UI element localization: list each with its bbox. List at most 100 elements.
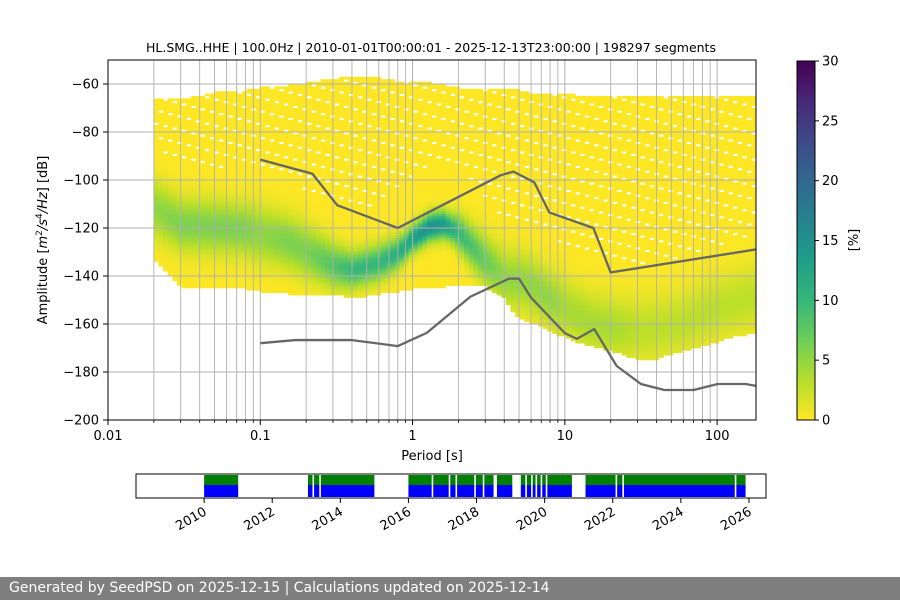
heatmap-cell [329,206,335,210]
heatmap-cell [153,175,159,178]
heatmap-cell [417,240,423,243]
heatmap-cell [431,148,437,152]
heatmap-cell [343,182,349,186]
heatmap-cell [297,103,303,106]
heatmap-cell [186,134,192,138]
heatmap-cell [190,283,196,286]
heatmap-cell [227,100,233,104]
heatmap-cell [255,256,261,260]
heatmap-cell [394,232,400,236]
heatmap-cell [177,132,183,135]
heatmap-cell [325,280,331,284]
heatmap-cell [315,232,321,236]
heatmap-cell [172,199,178,202]
heatmap-cell [325,261,331,265]
heatmap-cell [417,182,423,186]
heatmap-cell [334,163,340,166]
heatmap-cell [371,259,377,262]
heatmap-cell [315,235,321,238]
heatmap-cell [431,223,437,226]
heatmap-cell [153,199,159,202]
heatmap-cell [177,199,183,202]
heatmap-cell [186,276,192,279]
heatmap-cell [214,201,220,205]
heatmap-cell [223,271,229,274]
heatmap-cell [181,216,187,219]
heatmap-cell [241,228,247,231]
heatmap-cell [380,244,386,248]
heatmap-cell [278,261,284,265]
heatmap-cell [403,249,409,253]
heatmap-cell [181,261,187,265]
heatmap-cell [422,151,428,154]
heatmap-cell [399,108,405,111]
heatmap-cell [274,273,280,277]
heatmap-cell [274,160,280,164]
heatmap-cell [204,261,210,265]
heatmap-cell [246,196,252,200]
heatmap-cell [288,247,294,250]
heatmap-cell [417,278,423,282]
heatmap-cell [403,278,409,282]
heatmap-cell [371,129,377,133]
heatmap-cell [190,271,196,274]
heatmap-cell [255,223,261,226]
heatmap-cell [209,165,215,169]
heatmap-cell [232,211,238,214]
heatmap-cell [181,170,187,174]
heatmap-cell [278,86,284,90]
heatmap-cell [269,103,275,106]
heatmap-cell [232,244,238,248]
heatmap-cell [200,254,206,258]
heatmap-cell [408,230,414,234]
heatmap-cell [237,201,243,205]
heatmap-cell [431,254,437,258]
heatmap-cell [153,259,159,262]
heatmap-cell [353,288,359,291]
heatmap-cell [394,208,400,212]
heatmap-cell [353,117,359,121]
heatmap-cell [334,220,340,224]
heatmap-cell [311,225,317,229]
heatmap-cell [186,237,192,241]
heatmap-cell [297,218,303,222]
heatmap-cell [348,211,354,214]
heatmap-cell [158,122,164,126]
heatmap-cell [209,156,215,159]
heatmap-cell [302,235,308,238]
heatmap-cell [325,189,331,193]
heatmap-cell [408,182,414,186]
heatmap-cell [385,98,391,102]
heatmap-cell [274,271,280,274]
heatmap-cell [390,283,396,286]
heatmap-cell [163,175,169,178]
heatmap-cell [311,187,317,190]
heatmap-cell [246,180,252,183]
heatmap-cell [315,88,321,92]
heatmap-cell [195,244,201,248]
heatmap-cell [232,127,238,130]
heatmap-cell [306,292,312,296]
heatmap-cell [223,120,229,123]
heatmap-cell [417,249,423,253]
heatmap-cell [385,160,391,164]
heatmap-cell [302,213,308,217]
heatmap-cell [348,273,354,277]
heatmap-cell [343,151,349,154]
heatmap-cell [390,218,396,222]
heatmap-cell [320,127,326,130]
heatmap-cell [186,146,192,150]
heatmap-cell [311,232,317,236]
heatmap-cell [204,211,210,214]
heatmap-cell [186,156,192,159]
heatmap-cell [380,223,386,226]
heatmap-cell [329,153,335,157]
heatmap-cell [366,213,372,217]
heatmap-cell [394,204,400,207]
heatmap-cell [306,100,312,104]
heatmap-cell [167,184,173,188]
heatmap-cell [167,213,173,217]
heatmap-cell [403,280,409,284]
heatmap-cell [232,165,238,169]
heatmap-cell [436,256,442,260]
